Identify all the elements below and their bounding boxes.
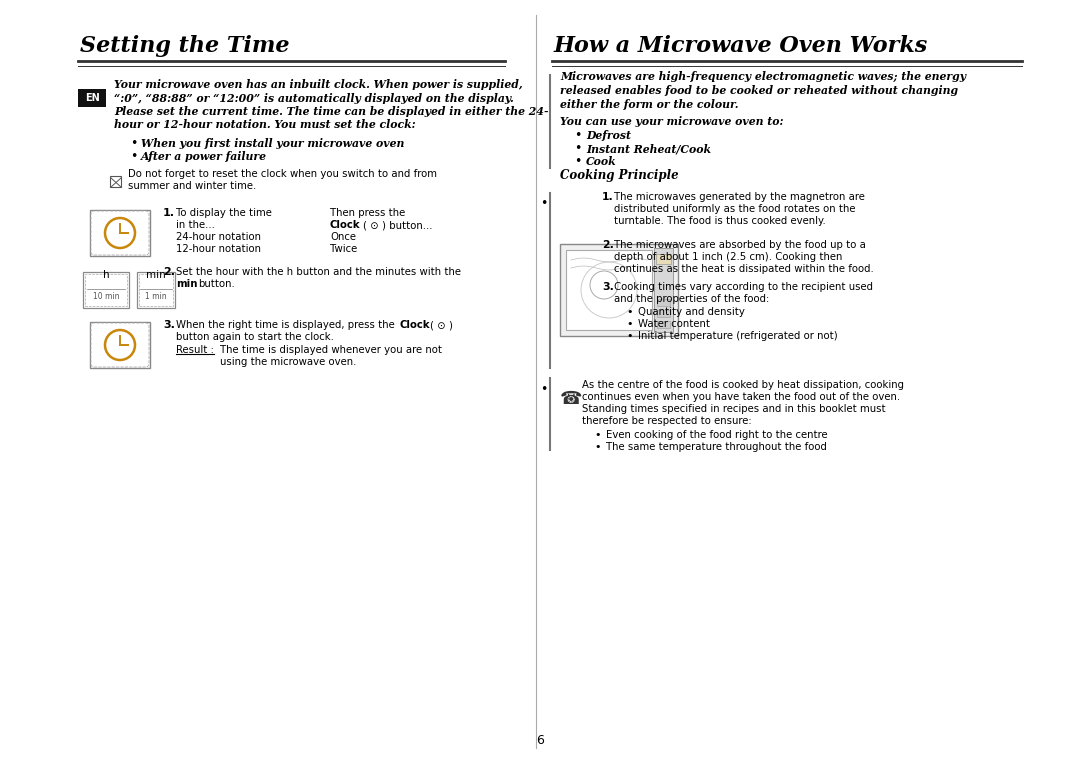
Bar — [654, 248, 673, 332]
Text: •: • — [594, 442, 600, 452]
Bar — [90, 322, 150, 368]
Text: •: • — [594, 430, 600, 440]
Text: Initial temperature (refrigerated or not): Initial temperature (refrigerated or not… — [638, 331, 838, 341]
Bar — [110, 176, 121, 187]
Text: How a Microwave Oven Works: How a Microwave Oven Works — [554, 35, 928, 57]
Text: turntable. The food is thus cooked evenly.: turntable. The food is thus cooked evenl… — [615, 216, 826, 226]
Text: ☎: ☎ — [561, 390, 582, 408]
Text: •: • — [540, 197, 548, 210]
Text: The same temperature throughout the food: The same temperature throughout the food — [606, 442, 827, 452]
Text: Microwaves are high-frequency electromagnetic waves; the energy: Microwaves are high-frequency electromag… — [561, 71, 967, 82]
Bar — [566, 250, 652, 330]
Text: depth of about 1 inch (2.5 cm). Cooking then: depth of about 1 inch (2.5 cm). Cooking … — [615, 252, 842, 262]
Text: 1.: 1. — [163, 208, 175, 218]
Text: Twice: Twice — [330, 244, 357, 254]
Bar — [90, 210, 150, 256]
Text: min: min — [146, 270, 166, 280]
Text: •: • — [573, 155, 581, 168]
Text: Cook: Cook — [586, 156, 617, 167]
Text: therefore be respected to ensure:: therefore be respected to ensure: — [582, 416, 752, 426]
Text: 3.: 3. — [163, 320, 175, 330]
Text: Water content: Water content — [638, 319, 710, 329]
Text: Setting the Time: Setting the Time — [80, 35, 289, 57]
Text: •: • — [626, 331, 633, 341]
Text: Set the hour with the h button and the minutes with the: Set the hour with the h button and the m… — [176, 267, 461, 277]
Text: Instant Reheat/Cook: Instant Reheat/Cook — [586, 143, 711, 154]
Text: When you first install your microwave oven: When you first install your microwave ov… — [141, 138, 404, 149]
Text: •: • — [573, 142, 581, 155]
Text: To display the time: To display the time — [176, 208, 272, 218]
Text: 1.: 1. — [602, 192, 613, 202]
Text: Then press the: Then press the — [330, 208, 405, 218]
Text: Please set the current time. The time can be displayed in either the 24-: Please set the current time. The time ca… — [114, 106, 549, 117]
Text: 2.: 2. — [163, 267, 175, 277]
Text: The microwaves are absorbed by the food up to a: The microwaves are absorbed by the food … — [615, 240, 866, 250]
Text: You can use your microwave oven to:: You can use your microwave oven to: — [561, 116, 783, 127]
Text: Your microwave oven has an inbuilt clock. When power is supplied,: Your microwave oven has an inbuilt clock… — [114, 79, 523, 90]
Text: •: • — [573, 129, 581, 142]
Text: 1 min: 1 min — [145, 292, 166, 301]
Text: Clock: Clock — [400, 320, 431, 330]
Bar — [657, 310, 670, 317]
Text: min: min — [176, 279, 198, 289]
Text: distributed uniformly as the food rotates on the: distributed uniformly as the food rotate… — [615, 204, 855, 214]
Bar — [656, 254, 671, 264]
Text: •: • — [130, 150, 137, 163]
Text: in the...: in the... — [176, 220, 215, 230]
Text: button again to start the clock.: button again to start the clock. — [176, 332, 334, 342]
Text: Result :: Result : — [176, 345, 214, 355]
Text: The microwaves generated by the magnetron are: The microwaves generated by the magnetro… — [615, 192, 865, 202]
Bar — [83, 272, 129, 308]
Text: ( ⊙ ) button...: ( ⊙ ) button... — [363, 220, 432, 230]
Text: Cooking Principle: Cooking Principle — [561, 169, 678, 182]
Bar — [78, 89, 106, 107]
Text: EN: EN — [84, 93, 99, 103]
Text: Clock: Clock — [330, 220, 361, 230]
Text: The time is displayed whenever you are not: The time is displayed whenever you are n… — [220, 345, 442, 355]
Text: button.: button. — [198, 279, 234, 289]
Text: ( ⊙ ): ( ⊙ ) — [430, 320, 453, 330]
FancyBboxPatch shape — [91, 323, 149, 367]
Text: 2.: 2. — [602, 240, 613, 250]
Text: Even cooking of the food right to the centre: Even cooking of the food right to the ce… — [606, 430, 827, 440]
Text: Defrost: Defrost — [586, 130, 631, 141]
Text: either the form or the colour.: either the form or the colour. — [561, 99, 739, 110]
Text: 10 min: 10 min — [93, 292, 119, 301]
Text: summer and winter time.: summer and winter time. — [129, 181, 256, 191]
Text: using the microwave oven.: using the microwave oven. — [220, 357, 356, 367]
Bar — [657, 299, 670, 306]
FancyBboxPatch shape — [139, 274, 173, 306]
FancyBboxPatch shape — [85, 274, 127, 306]
Bar — [561, 244, 678, 336]
Text: Standing times specified in recipes and in this booklet must: Standing times specified in recipes and … — [582, 404, 886, 414]
Text: As the centre of the food is cooked by heat dissipation, cooking: As the centre of the food is cooked by h… — [582, 380, 904, 390]
Text: After a power failure: After a power failure — [141, 151, 267, 162]
Text: 6: 6 — [536, 734, 544, 747]
Text: •: • — [626, 307, 633, 317]
Text: Do not forget to reset the clock when you switch to and from: Do not forget to reset the clock when yo… — [129, 169, 437, 179]
Text: Cooking times vary according to the recipient used: Cooking times vary according to the reci… — [615, 282, 873, 292]
Text: When the right time is displayed, press the: When the right time is displayed, press … — [176, 320, 395, 330]
Text: hour or 12-hour notation. You must set the clock:: hour or 12-hour notation. You must set t… — [114, 120, 416, 130]
Text: 24-hour notation: 24-hour notation — [176, 232, 261, 242]
Text: 3.: 3. — [602, 282, 613, 292]
Text: continues as the heat is dissipated within the food.: continues as the heat is dissipated with… — [615, 264, 874, 274]
Bar — [137, 272, 175, 308]
Bar — [657, 321, 670, 328]
Text: Once: Once — [330, 232, 356, 242]
Text: Quantity and density: Quantity and density — [638, 307, 745, 317]
Text: •: • — [626, 319, 633, 329]
Text: and the properties of the food:: and the properties of the food: — [615, 294, 769, 304]
Text: released enables food to be cooked or reheated without changing: released enables food to be cooked or re… — [561, 85, 958, 96]
Text: continues even when you have taken the food out of the oven.: continues even when you have taken the f… — [582, 392, 900, 402]
Text: “:0”, “88:88” or “12:00” is automatically displayed on the display.: “:0”, “88:88” or “12:00” is automaticall… — [114, 92, 514, 104]
Text: •: • — [540, 383, 548, 396]
Text: h: h — [103, 270, 109, 280]
Text: •: • — [130, 137, 137, 150]
FancyBboxPatch shape — [91, 211, 149, 255]
Text: 12-hour notation: 12-hour notation — [176, 244, 261, 254]
